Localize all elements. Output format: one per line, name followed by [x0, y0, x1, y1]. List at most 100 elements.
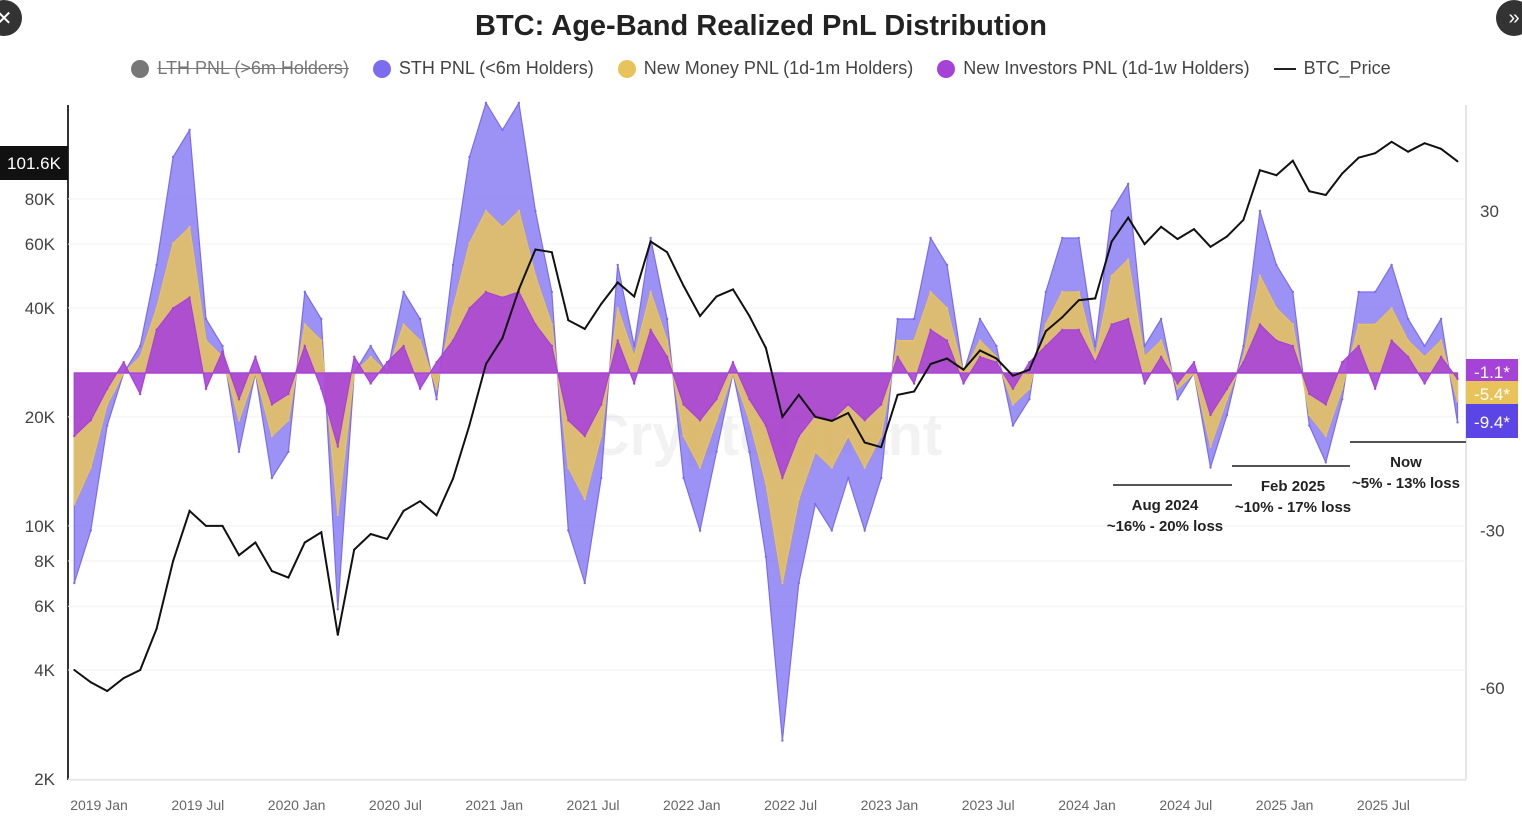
data-point — [287, 450, 290, 453]
data-point — [748, 398, 751, 401]
price-point — [913, 390, 916, 393]
legend-dot-icon — [372, 59, 391, 78]
price-point — [880, 446, 883, 449]
data-point — [89, 529, 92, 532]
data-point — [1126, 182, 1130, 186]
data-point — [1176, 398, 1179, 401]
data-point — [682, 434, 685, 438]
close-icon[interactable]: ✕ — [0, 0, 22, 36]
data-point — [1258, 274, 1262, 277]
current-price-badge — [0, 146, 68, 180]
data-point — [188, 226, 191, 229]
price-point — [1341, 172, 1344, 175]
x-tick: 2020 Jul — [369, 797, 422, 813]
data-point — [1159, 317, 1163, 321]
annotation-title: Feb 2025 — [1261, 478, 1325, 495]
data-point — [731, 361, 735, 364]
legend-item-sth[interactable]: STH PNL (<6m Holders) — [372, 58, 594, 79]
data-point — [1209, 413, 1212, 417]
x-tick: 2022 Jan — [663, 797, 721, 813]
area-new-series — [73, 291, 1459, 480]
data-point — [336, 513, 339, 516]
data-point — [320, 317, 323, 321]
price-point — [666, 251, 669, 254]
price-point — [995, 357, 998, 360]
data-point — [1439, 317, 1443, 321]
price-point — [1275, 174, 1278, 177]
price-point — [1390, 140, 1393, 143]
data-point — [270, 434, 274, 438]
data-point — [1324, 434, 1327, 438]
data-point — [830, 466, 833, 469]
legend-dot-icon — [617, 59, 636, 78]
data-point — [764, 424, 768, 427]
legend-item-new-money[interactable]: New Money PNL (1d-1m Holders) — [617, 58, 914, 79]
price-point — [896, 393, 899, 396]
data-point — [435, 387, 438, 390]
x-tick: 2025 Jul — [1357, 797, 1410, 813]
legend-item-btc-price[interactable]: BTC_Price — [1273, 58, 1391, 79]
data-point — [896, 339, 899, 342]
price-point — [73, 669, 76, 671]
data-point — [879, 476, 883, 480]
price-point — [1423, 142, 1426, 145]
data-point — [550, 323, 554, 326]
data-point — [1061, 290, 1064, 294]
chart-title: BTC: Age-Band Realized PnL Distribution — [475, 10, 1047, 42]
data-point — [1373, 387, 1377, 390]
data-point — [1456, 377, 1459, 380]
legend-label: New Investors PNL (1d-1w Holders) — [963, 58, 1250, 78]
data-point — [188, 128, 191, 132]
price-point — [1028, 368, 1031, 371]
data-point — [847, 434, 850, 438]
price-point — [139, 669, 142, 671]
data-point — [270, 403, 274, 406]
x-tick: 2022 Jul — [764, 797, 817, 813]
data-point — [1439, 339, 1443, 342]
data-point — [1176, 387, 1179, 390]
legend-item-lth[interactable]: LTH PNL (>6m Holders) — [131, 58, 349, 79]
data-point — [616, 307, 619, 310]
data-point — [1044, 290, 1048, 294]
price-point — [254, 541, 257, 544]
end-value-badge — [1466, 381, 1518, 405]
data-point — [254, 355, 257, 358]
legend-label: New Money PNL (1d-1m Holders) — [643, 58, 914, 78]
data-point — [237, 419, 241, 422]
legend-item-new-investors[interactable]: New Investors PNL (1d-1w Holders) — [937, 58, 1250, 79]
data-point — [1028, 361, 1031, 364]
data-point — [1390, 263, 1393, 267]
end-value-label: -1.1* — [1474, 363, 1510, 382]
x-tick: 2023 Jul — [962, 797, 1015, 813]
data-point — [550, 290, 554, 294]
data-point — [320, 387, 323, 390]
price-point — [1209, 245, 1212, 248]
data-point — [1390, 307, 1393, 310]
data-point — [1143, 344, 1146, 348]
data-point — [550, 344, 554, 348]
data-point — [1225, 413, 1229, 417]
data-point — [665, 317, 669, 321]
data-point — [320, 339, 323, 342]
price-point — [764, 346, 767, 349]
data-point — [583, 497, 586, 501]
double-chevron-right-icon[interactable]: » — [1496, 0, 1522, 36]
data-point — [1225, 398, 1229, 401]
data-point — [451, 307, 455, 310]
data-point — [385, 361, 389, 364]
data-point — [1011, 387, 1015, 390]
price-point — [1258, 169, 1261, 172]
price-point — [682, 284, 685, 287]
x-tick: 2019 Jan — [70, 797, 128, 813]
data-point — [748, 419, 751, 422]
data-point — [830, 529, 833, 532]
data-point — [138, 344, 142, 348]
data-point — [929, 328, 932, 331]
data-point — [945, 339, 949, 342]
data-point — [204, 339, 208, 342]
data-point — [567, 529, 570, 532]
data-point — [929, 236, 932, 240]
data-point — [468, 155, 471, 159]
price-point — [369, 532, 372, 535]
